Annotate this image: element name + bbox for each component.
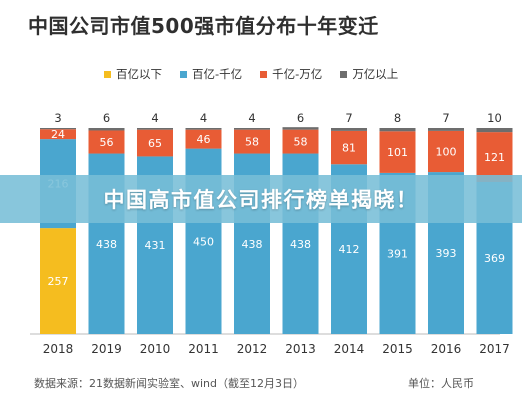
bar-2018-series-4 <box>40 128 76 130</box>
chart-legend: 百亿以下 百亿-千亿 千亿-万亿 万亿以上 <box>104 66 398 82</box>
x-tick-label-2018: 2018 <box>43 342 74 356</box>
bar-2010-series-3 <box>137 129 173 157</box>
data-source: 数据来源：21数据新闻实验室、wind（截至12月3日） <box>34 377 304 390</box>
legend-item-1: 百亿以下 <box>104 66 162 82</box>
x-tick-label-2012: 2012 <box>237 342 268 356</box>
legend-item-4: 万亿以上 <box>340 66 398 82</box>
bar-2016-series-4 <box>428 128 464 131</box>
bar-2016-series-3 <box>428 130 464 173</box>
data-label-2019-series-3: 56 <box>100 136 114 149</box>
data-label-2018-series-3: 24 <box>51 128 65 141</box>
bar-2019-series-3 <box>88 130 125 154</box>
data-label-2011-series-2: 450 <box>193 235 214 248</box>
top-label-2010: 4 <box>151 111 158 125</box>
x-tick-label-2019: 2019 <box>91 342 122 356</box>
legend-swatch-2 <box>180 70 187 78</box>
top-label-2016: 7 <box>442 111 449 125</box>
bar-2017-series-3 <box>476 132 513 182</box>
bar-2010-series-4 <box>137 128 173 130</box>
x-tick-label-2011: 2011 <box>188 342 219 356</box>
data-label-2014-series-3: 81 <box>342 142 356 155</box>
data-label-2013-series-2: 438 <box>290 238 311 251</box>
data-label-2016-series-2: 393 <box>436 247 457 260</box>
banner: 中国高市值公司排行榜单揭晓！ <box>0 175 522 223</box>
bar-2014-series-3 <box>331 130 367 165</box>
x-tick-label-2016: 2016 <box>431 342 462 356</box>
legend-swatch-4 <box>340 70 348 78</box>
bar-2011-series-3 <box>185 129 222 149</box>
bar-2017-series-4 <box>476 128 513 133</box>
data-label-2013-series-3: 58 <box>294 136 308 149</box>
data-label-2010-series-2: 431 <box>145 239 166 252</box>
bar-2011-series-4 <box>185 128 222 130</box>
bar-2014-series-4 <box>331 128 367 131</box>
chart-title: 中国公司市值500强市值分布十年变迁 <box>28 14 379 38</box>
legend-label-1: 百亿以下 <box>116 67 162 81</box>
data-label-2016-series-3: 100 <box>436 145 457 158</box>
data-label-2011-series-3: 46 <box>197 133 211 146</box>
legend-item-3: 千亿-万亿 <box>260 66 322 82</box>
legend-swatch-1 <box>104 70 111 78</box>
bar-2015-series-4 <box>379 128 416 132</box>
bar-2012-series-4 <box>234 128 270 130</box>
top-label-2019: 6 <box>103 111 110 125</box>
data-label-2017-series-3: 121 <box>484 151 505 164</box>
top-label-2013: 6 <box>297 111 304 125</box>
x-tick-label-2013: 2013 <box>285 342 316 356</box>
bar-2018-series-1 <box>40 228 76 334</box>
x-tick-label-2015: 2015 <box>382 342 413 356</box>
unit-label: 单位：人民币 <box>408 377 474 390</box>
bar-2019-series-4 <box>88 128 125 131</box>
data-label-2015-series-3: 101 <box>387 146 408 159</box>
x-tick-label-2010: 2010 <box>140 342 171 356</box>
data-label-2018-series-1: 257 <box>48 275 69 288</box>
data-label-2012-series-3: 58 <box>245 136 259 149</box>
data-label-2017-series-2: 369 <box>484 252 505 265</box>
banner-text: 中国高市值公司排行榜单揭晓！ <box>103 188 419 212</box>
data-label-2014-series-2: 412 <box>339 243 360 256</box>
legend-label-2: 百亿-千亿 <box>192 67 243 81</box>
data-label-2015-series-2: 391 <box>387 247 408 260</box>
legend-swatch-3 <box>260 70 268 78</box>
bar-2013-series-3 <box>282 129 319 154</box>
x-tick-label-2014: 2014 <box>334 342 365 356</box>
bar-2018-series-3 <box>40 129 76 140</box>
bar-2013-series-4 <box>282 127 319 130</box>
top-label-2018: 3 <box>54 111 61 125</box>
x-tick-label-2017: 2017 <box>479 342 510 356</box>
bar-2015-series-3 <box>379 131 416 173</box>
data-label-2012-series-2: 438 <box>242 238 263 251</box>
top-label-2012: 4 <box>248 111 255 125</box>
legend-item-2: 百亿-千亿 <box>180 66 242 82</box>
legend-label-3: 千亿-万亿 <box>272 67 323 81</box>
bar-2012-series-3 <box>234 129 270 154</box>
top-label-2011: 4 <box>200 111 207 125</box>
top-label-2015: 8 <box>394 111 401 125</box>
legend-label-4: 万亿以上 <box>352 67 399 81</box>
data-label-2019-series-2: 438 <box>96 238 117 251</box>
top-label-2014: 7 <box>345 111 352 125</box>
top-label-2017: 10 <box>487 111 502 125</box>
data-label-2010-series-3: 65 <box>148 137 162 150</box>
